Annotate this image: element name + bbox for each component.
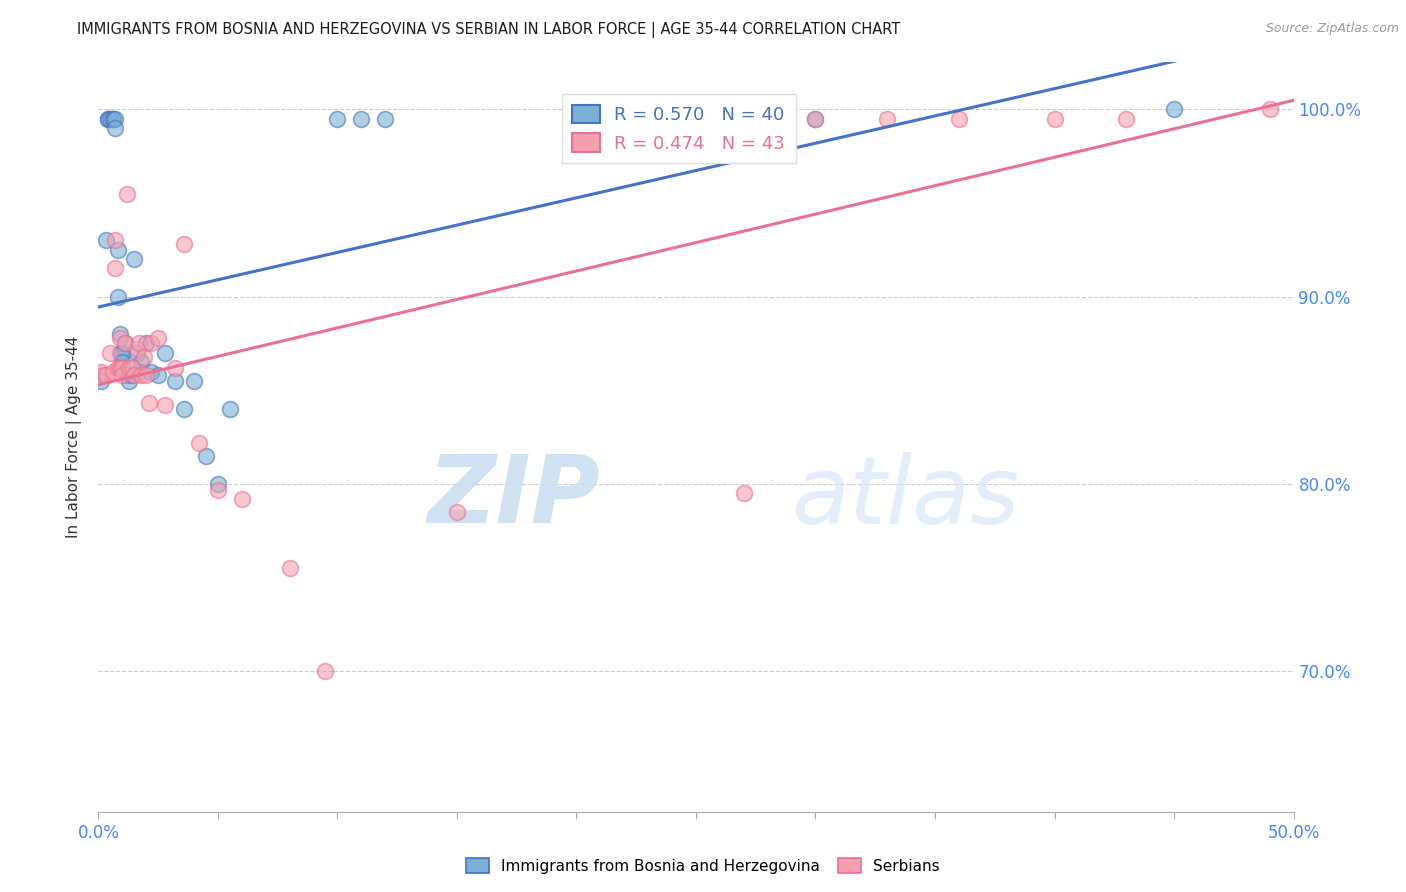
Point bbox=[104, 261, 127, 276]
Point bbox=[111, 345, 134, 359]
Point bbox=[125, 345, 148, 359]
Point bbox=[163, 360, 186, 375]
Point bbox=[115, 186, 138, 201]
Point bbox=[155, 398, 177, 412]
Point bbox=[565, 112, 588, 126]
Point bbox=[804, 112, 827, 126]
Point bbox=[219, 401, 242, 416]
Point bbox=[1115, 112, 1137, 126]
Point bbox=[118, 374, 141, 388]
Point bbox=[107, 243, 129, 257]
Point bbox=[350, 112, 373, 126]
Point bbox=[315, 664, 337, 679]
Point bbox=[111, 360, 134, 375]
Point bbox=[195, 449, 218, 463]
Point bbox=[148, 331, 170, 345]
Point bbox=[278, 561, 301, 575]
Point bbox=[207, 483, 229, 497]
Point bbox=[114, 336, 136, 351]
Point bbox=[124, 368, 146, 383]
Point bbox=[98, 345, 122, 359]
Point bbox=[101, 364, 124, 378]
Point bbox=[948, 112, 970, 126]
Point bbox=[111, 368, 134, 383]
Point bbox=[135, 336, 157, 351]
Point bbox=[108, 331, 131, 345]
Point bbox=[107, 289, 129, 303]
Text: ZIP: ZIP bbox=[427, 451, 600, 543]
Point bbox=[138, 396, 160, 410]
Point bbox=[94, 233, 117, 247]
Point bbox=[104, 233, 127, 247]
Point bbox=[139, 364, 162, 378]
Point bbox=[183, 374, 205, 388]
Text: IMMIGRANTS FROM BOSNIA AND HERZEGOVINA VS SERBIAN IN LABOR FORCE | AGE 35-44 COR: IMMIGRANTS FROM BOSNIA AND HERZEGOVINA V… bbox=[77, 22, 901, 38]
Point bbox=[104, 112, 127, 126]
Point bbox=[125, 342, 148, 356]
Point bbox=[148, 368, 170, 383]
Point bbox=[163, 374, 186, 388]
Point bbox=[114, 364, 136, 378]
Point bbox=[565, 112, 588, 126]
Text: atlas: atlas bbox=[792, 451, 1019, 542]
Point bbox=[107, 360, 129, 375]
Point bbox=[121, 360, 143, 375]
Point bbox=[98, 112, 122, 126]
Point bbox=[111, 355, 134, 369]
Point bbox=[131, 355, 153, 369]
Point bbox=[1043, 112, 1066, 126]
Point bbox=[173, 401, 195, 416]
Point bbox=[104, 120, 127, 135]
Point bbox=[101, 112, 124, 126]
Point bbox=[173, 237, 195, 252]
Point bbox=[90, 374, 112, 388]
Point bbox=[132, 350, 155, 364]
Y-axis label: In Labor Force | Age 35-44: In Labor Force | Age 35-44 bbox=[66, 336, 83, 538]
Point bbox=[187, 435, 209, 450]
Point bbox=[121, 368, 143, 383]
Point bbox=[97, 112, 120, 126]
Point bbox=[108, 345, 131, 359]
Point bbox=[139, 336, 162, 351]
Point bbox=[90, 364, 112, 378]
Point bbox=[108, 360, 131, 375]
Point bbox=[124, 252, 146, 266]
Point bbox=[101, 112, 124, 126]
Point bbox=[128, 364, 150, 378]
Point bbox=[128, 336, 150, 351]
Point bbox=[131, 368, 153, 383]
Point bbox=[114, 336, 136, 351]
Point bbox=[97, 112, 120, 126]
Point bbox=[155, 345, 177, 359]
Point bbox=[91, 368, 114, 383]
Text: Source: ZipAtlas.com: Source: ZipAtlas.com bbox=[1265, 22, 1399, 36]
Point bbox=[231, 491, 253, 506]
Point bbox=[326, 112, 349, 126]
Point bbox=[446, 505, 468, 519]
Point bbox=[374, 112, 396, 126]
Legend: Immigrants from Bosnia and Herzegovina, Serbians: Immigrants from Bosnia and Herzegovina, … bbox=[460, 852, 946, 880]
Point bbox=[118, 360, 141, 375]
Point bbox=[207, 476, 229, 491]
Point bbox=[1258, 102, 1281, 116]
Point bbox=[733, 486, 755, 500]
Point bbox=[115, 368, 138, 383]
Point bbox=[108, 326, 131, 341]
Point bbox=[804, 112, 827, 126]
Point bbox=[1163, 102, 1185, 116]
Legend: R = 0.570   N = 40, R = 0.474   N = 43: R = 0.570 N = 40, R = 0.474 N = 43 bbox=[561, 94, 796, 163]
Point bbox=[637, 112, 659, 126]
Point bbox=[876, 112, 898, 126]
Point bbox=[135, 368, 157, 383]
Point bbox=[94, 368, 117, 383]
